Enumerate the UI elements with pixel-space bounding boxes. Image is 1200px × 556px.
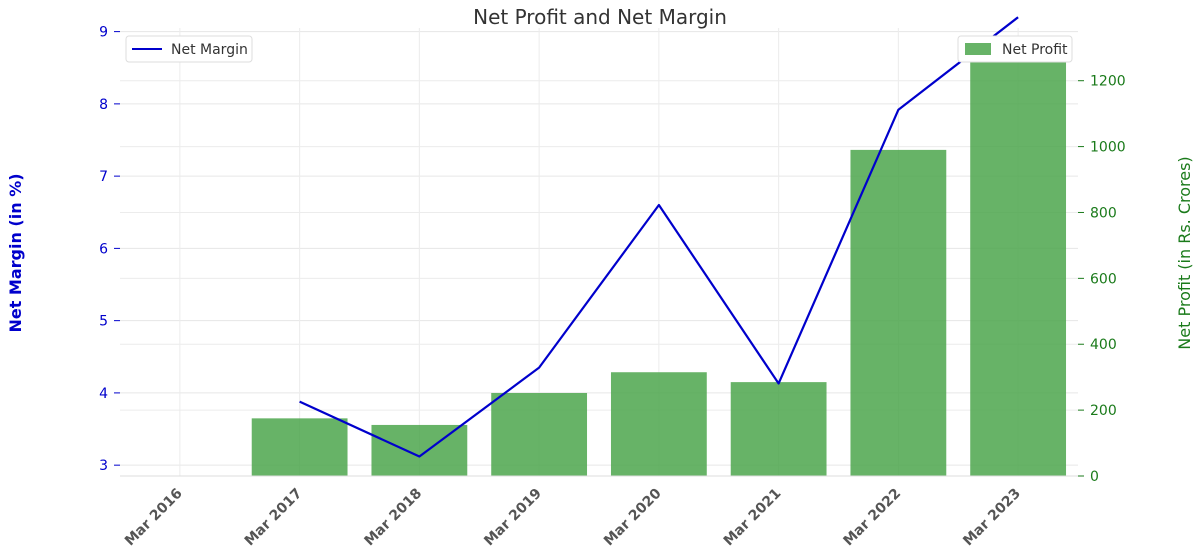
- tick-left-label: 7: [99, 169, 108, 185]
- legend-net-margin: Net Margin: [125, 35, 253, 63]
- tick-x-label: Mar 2022: [840, 486, 904, 550]
- tick-right-label: 600: [1090, 271, 1117, 287]
- net-margin-line: [299, 16, 1019, 458]
- net-profit-bar: [850, 149, 947, 476]
- tick-right-label: 400: [1090, 337, 1117, 353]
- y-axis-right-label: Net Profit (in Rs. Crores): [1175, 156, 1194, 349]
- tick-x-label: Mar 2021: [721, 486, 785, 550]
- tick-left-label: 4: [99, 386, 108, 402]
- net-profit-bar: [970, 37, 1067, 476]
- tick-x-label: Mar 2020: [601, 485, 665, 549]
- chart-title: Net Profit and Net Margin: [473, 5, 727, 29]
- net-profit-bar: [251, 418, 348, 476]
- tick-right-label: 200: [1090, 403, 1117, 419]
- tick-x-label: Mar 2019: [481, 486, 545, 550]
- tick-right-label: 1000: [1090, 140, 1126, 156]
- y-axis-left-label: Net Margin (in %): [6, 173, 25, 332]
- tick-x-label: Mar 2023: [960, 486, 1024, 550]
- net-profit-bar: [610, 372, 707, 476]
- tick-x-label: Mar 2017: [242, 486, 306, 550]
- tick-left-label: 3: [99, 458, 108, 474]
- tick-left-label: 5: [99, 314, 108, 330]
- net-profit-bars: [251, 37, 1067, 476]
- legend-net-profit-label: Net Profit: [1002, 42, 1068, 58]
- tick-left-label: 6: [99, 241, 108, 257]
- net-margin-line-group: [299, 16, 1019, 458]
- net-profit-bar: [730, 382, 827, 476]
- tick-right-label: 800: [1090, 205, 1117, 221]
- tick-right-label: 1200: [1090, 74, 1126, 90]
- tick-x-label: Mar 2016: [122, 486, 186, 550]
- legend-net-profit: Net Profit: [957, 35, 1073, 63]
- legend-net-margin-label: Net Margin: [171, 42, 248, 58]
- tick-left-label: 9: [99, 25, 108, 41]
- tick-right-label: 0: [1090, 469, 1099, 485]
- tick-left-label: 8: [99, 97, 108, 113]
- net-profit-bar: [491, 392, 588, 476]
- tick-x-label: Mar 2018: [361, 486, 425, 550]
